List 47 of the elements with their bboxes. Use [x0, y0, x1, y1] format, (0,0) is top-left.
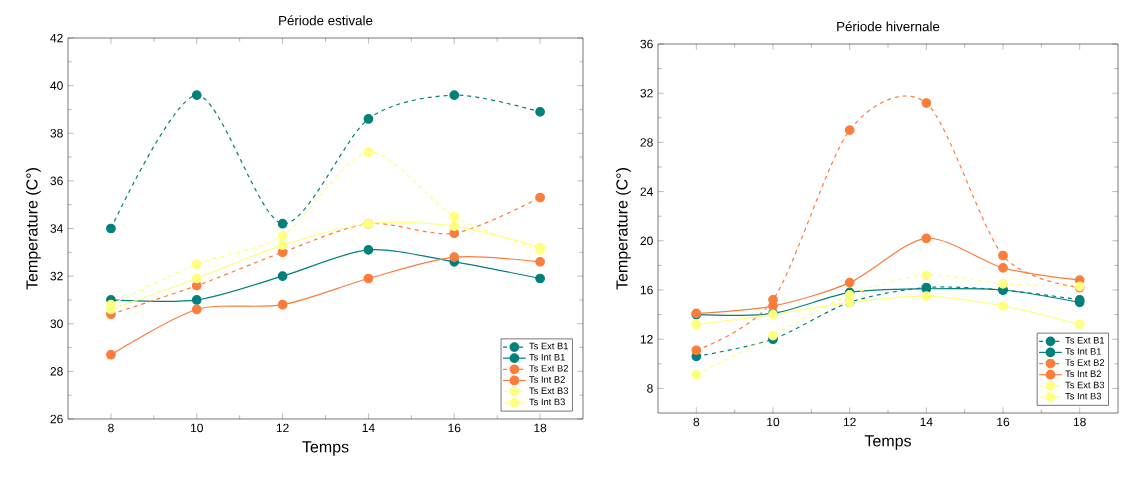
legend-label: Ts Int B2 [529, 376, 565, 383]
x-tick-label: 16 [997, 417, 1010, 427]
x-tick-label: 16 [448, 423, 461, 433]
y-axis-title: Temperature (C°) [25, 168, 41, 290]
legend-label: Ts Ext B1 [1065, 337, 1105, 344]
y-tick-label: 42 [50, 33, 63, 43]
legend-label: Ts Int B3 [1065, 392, 1101, 400]
legend-label: Ts Ext B1 [529, 342, 568, 350]
y-tick-label: 20 [640, 236, 653, 246]
y-tick-label: 16 [640, 285, 653, 295]
x-tick-label: 10 [767, 417, 780, 427]
legend-label: Ts Ext B2 [529, 365, 568, 372]
y-tick-label: 32 [640, 88, 653, 98]
legend-label: Ts Int B3 [529, 398, 565, 406]
x-tick-label: 14 [362, 423, 375, 432]
x-tick-label: 8 [108, 423, 114, 433]
x-axis-title: Temps [864, 435, 912, 450]
y-tick-label: 8 [647, 384, 653, 393]
x-tick-label: 18 [1073, 417, 1086, 427]
x-tick-label: 12 [276, 423, 289, 433]
y-tick-label: 26 [50, 414, 63, 424]
x-tick-label: 8 [693, 417, 700, 427]
y-tick-label: 30 [50, 319, 63, 329]
x-tick-label: 10 [191, 423, 203, 433]
y-tick-label: 28 [640, 138, 653, 147]
y-tick-label: 36 [640, 39, 653, 49]
chart-title: Période estivale [279, 15, 373, 26]
legend-label: Ts Ext B3 [1065, 381, 1105, 389]
y-tick-label: 28 [50, 367, 63, 376]
x-tick-label: 12 [843, 417, 856, 427]
y-tick-label: 40 [50, 81, 63, 90]
chart-title: Période hivernale [837, 21, 940, 32]
y-tick-label: 36 [50, 176, 63, 186]
x-tick-label: 14 [920, 417, 933, 426]
y-tick-label: 24 [640, 187, 653, 196]
legend-label: Ts Ext B2 [1065, 359, 1105, 366]
y-tick-label: 38 [50, 129, 63, 138]
legend-label: Ts Int B1 [529, 353, 565, 361]
x-tick-label: 18 [534, 423, 547, 433]
y-tick-label: 32 [50, 271, 63, 281]
x-axis-title: Temps [302, 441, 349, 456]
legend-label: Ts Int B1 [1065, 348, 1101, 355]
y-tick-label: 34 [50, 224, 63, 233]
legend-label: Ts Int B2 [1065, 370, 1101, 378]
y-axis-title: Temperature (C°) [615, 168, 631, 290]
legend-label: Ts Ext B3 [529, 387, 569, 395]
y-tick-label: 12 [640, 335, 653, 344]
